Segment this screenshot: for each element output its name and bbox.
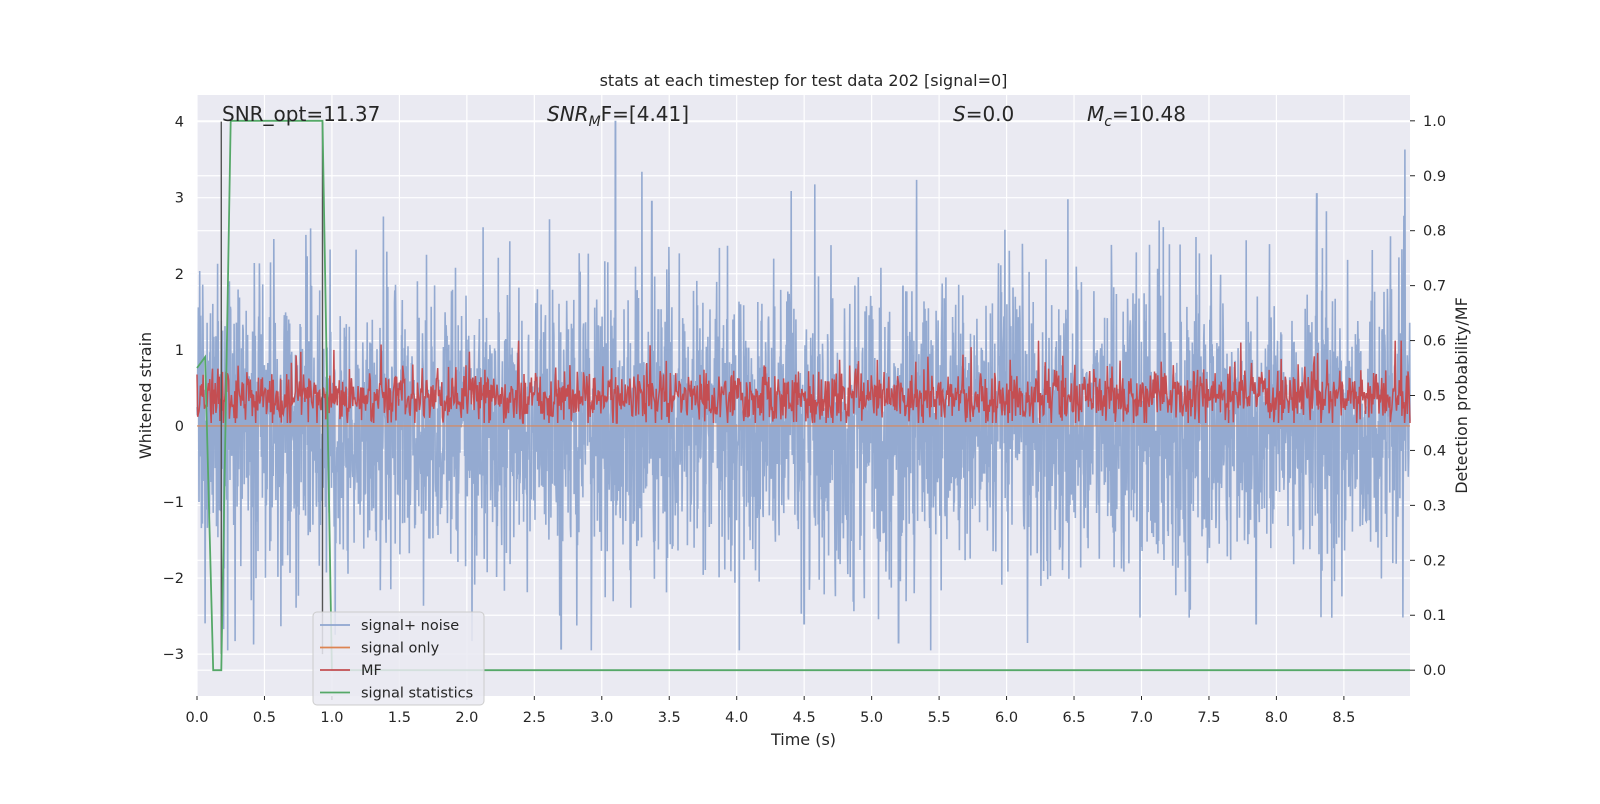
series-signal-plus-noise-line [196, 120, 1411, 651]
snr-mf-annotation-prefix: SNR [547, 102, 589, 126]
y2-tick-label: 0.9 [1423, 169, 1446, 185]
x-tick-label: 8.5 [1332, 710, 1355, 726]
x-tick-label: 7.0 [1130, 710, 1153, 726]
y-tick-label: 4 [175, 115, 184, 131]
snr-opt-annotation: SNR_opt=11.37 [222, 102, 380, 126]
snr-opt-annotation-suffix: =11.37 [306, 102, 380, 126]
y-tick-label: 2 [175, 267, 184, 283]
y-tick-label: 1 [175, 343, 184, 359]
s-annotation-suffix: =0.0 [966, 102, 1015, 126]
y-tick-label: −3 [163, 647, 184, 663]
x-tick-label: 5.5 [928, 710, 951, 726]
snr-mf-annotation: SNRMF=[4.41] [547, 102, 689, 130]
x-tick-label: 8.0 [1265, 710, 1288, 726]
x-axis: 0.0 0.5 1.0 1.5 2.0 2.5 3.0 3.5 4.0 4.5 5.0 5.5 6.0 6… [185, 696, 1355, 726]
y2-tick-label: 0.3 [1423, 498, 1446, 514]
mc-annotation-suffix: =10.48 [1112, 102, 1186, 126]
x-tick-label: 4.5 [793, 710, 816, 726]
y-axis-label: Whitened strain [136, 332, 155, 459]
y2-tick-label: 0.8 [1423, 224, 1446, 240]
y-tick-label: 0 [175, 419, 184, 435]
x-tick-label: 5.0 [860, 710, 883, 726]
legend: signal+ noise signal only MF signal statist… [312, 611, 485, 706]
legend-label: signal only [361, 641, 440, 657]
y2-tick-label: 0.6 [1423, 334, 1446, 350]
y2-tick-label: 0.1 [1423, 608, 1446, 624]
y2-tick-label: 0.5 [1423, 389, 1446, 405]
series-layer [196, 119, 1411, 672]
x-axis-label: Time (s) [770, 730, 836, 749]
mc-annotation-subscript: c [1104, 114, 1112, 130]
y-axis-right: 0.0 0.1 0.2 0.3 0.4 0.5 0.6 0.7 0.8 0.9 1.0 [1410, 114, 1446, 679]
y2-tick-label: 1.0 [1423, 114, 1446, 130]
y2-tick-label: 0.0 [1423, 663, 1446, 679]
x-tick-label: 4.0 [725, 710, 748, 726]
legend-label: signal+ noise [361, 618, 459, 634]
annotations: SNR_opt=11.37 SNRMF=[4.41] S=0.0 Mc=10.48 [222, 102, 1186, 130]
series-signal-statistics-line [196, 119, 1410, 672]
x-tick-label: 6.5 [1062, 710, 1085, 726]
s-annotation-prefix: S [953, 102, 966, 126]
legend-label: MF [361, 663, 382, 679]
s-annotation: S=0.0 [953, 102, 1014, 126]
y2-tick-label: 0.7 [1423, 279, 1446, 295]
x-tick-label: 2.0 [455, 710, 478, 726]
y-tick-label: −1 [163, 495, 184, 511]
x-tick-label: 0.5 [253, 710, 276, 726]
y2-axis-label: Detection probability/MF [1452, 297, 1471, 494]
x-tick-label: 2.5 [523, 710, 546, 726]
y2-tick-label: 0.4 [1423, 443, 1446, 459]
x-tick-label: 0.0 [185, 710, 208, 726]
x-tick-label: 3.0 [590, 710, 613, 726]
x-tick-label: 1.5 [388, 710, 411, 726]
y2-tick-label: 0.2 [1423, 553, 1446, 569]
x-tick-label: 1.0 [320, 710, 343, 726]
legend-label: signal statistics [361, 686, 473, 702]
x-tick-label: 6.0 [995, 710, 1018, 726]
series-mf-line [196, 340, 1411, 424]
snr-mf-annotation-subscript: M [589, 114, 601, 130]
mc-annotation-prefix: M [1087, 102, 1104, 126]
x-tick-label: 7.5 [1197, 710, 1220, 726]
y-axis-left: −3 −2 −1 0 1 2 3 4 [163, 115, 184, 664]
legend-box [312, 611, 485, 706]
x-tick-label: 3.5 [658, 710, 681, 726]
mc-annotation: Mc=10.48 [1087, 102, 1186, 130]
chart-title: stats at each timestep for test data 202… [600, 71, 1008, 90]
y-tick-label: −2 [163, 571, 184, 587]
y-tick-label: 3 [175, 191, 184, 207]
snr-opt-annotation-prefix: SNR_opt [222, 102, 306, 126]
snr-mf-annotation-suffix: F=[4.41] [601, 102, 689, 126]
